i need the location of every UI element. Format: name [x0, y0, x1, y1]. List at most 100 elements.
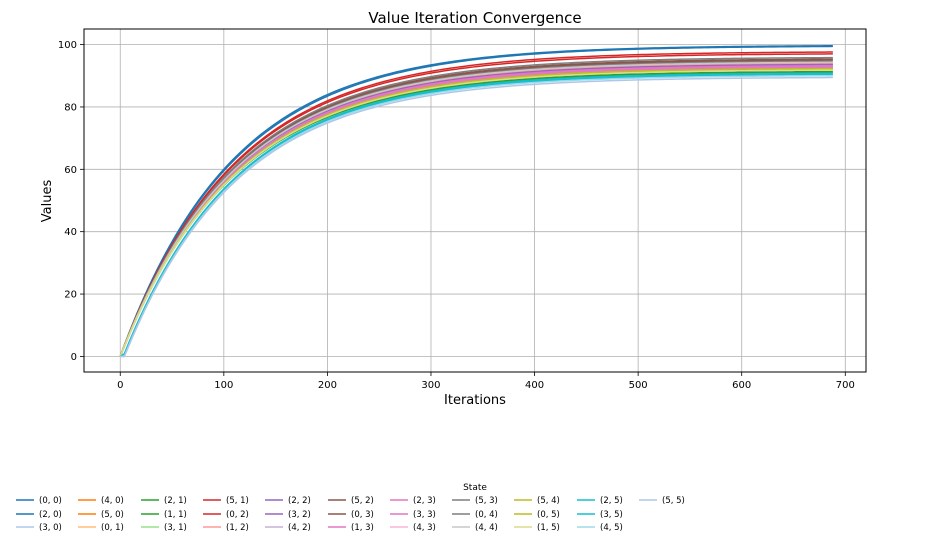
legend-entry: (4, 2)	[265, 523, 311, 533]
axis-ticks: 0 100 200 300 400 500 600 700 0 20 40 60 80 100	[58, 40, 855, 391]
legend-label: (1, 1)	[164, 510, 187, 520]
legend-entry: (3, 2)	[265, 510, 311, 520]
legend-entry: (0, 1)	[78, 523, 124, 533]
legend-label: (5, 0)	[101, 510, 124, 520]
legend-label: (3, 3)	[413, 510, 436, 520]
series-line-0-0	[120, 46, 833, 357]
legend-label: (1, 5)	[537, 523, 560, 533]
series-line-3-2	[120, 65, 833, 356]
x-tick-label: 600	[732, 380, 751, 391]
series-line-5-5	[120, 78, 833, 357]
legend-entry: (4, 4)	[452, 523, 498, 533]
legend-entry: (4, 0)	[78, 496, 124, 506]
series-lines	[120, 46, 833, 357]
legend-entry: (1, 3)	[328, 523, 374, 533]
legend-entry: (5, 5)	[639, 496, 685, 506]
series-line-2-3	[120, 67, 833, 356]
series-line-0-3	[120, 60, 833, 356]
legend-label: (3, 1)	[164, 523, 187, 533]
legend-label: (2, 1)	[164, 496, 187, 506]
legend-entry: (0, 2)	[203, 510, 249, 520]
series-line-4-0	[120, 65, 833, 356]
y-axis-label: Values	[40, 180, 55, 223]
series-line-5-0	[120, 68, 833, 357]
legend-entry: (2, 5)	[577, 496, 623, 506]
legend-label: (5, 3)	[475, 496, 498, 506]
legend-label: (5, 2)	[351, 496, 374, 506]
series-line-3-5	[120, 74, 833, 356]
series-line-0-4	[120, 61, 833, 356]
legend-entry: (3, 1)	[141, 523, 187, 533]
legend-entry: (0, 3)	[328, 510, 374, 520]
chart-title: Value Iteration Convergence	[368, 9, 581, 27]
legend-label: (2, 5)	[600, 496, 623, 506]
y-tick-label: 0	[71, 352, 77, 363]
legend-label: (0, 1)	[101, 523, 124, 533]
legend-entry: (3, 3)	[390, 510, 436, 520]
series-line-1-5	[120, 70, 833, 356]
legend-entry: (5, 2)	[328, 496, 374, 506]
x-axis-label: Iterations	[444, 393, 506, 408]
series-line-1-3	[120, 66, 833, 357]
legend-label: (3, 5)	[600, 510, 623, 520]
legend-entry: (2, 2)	[265, 496, 311, 506]
series-line-3-0	[120, 75, 833, 357]
series-line-2-5	[120, 73, 833, 356]
x-tick-label: 100	[214, 380, 233, 391]
series-line-5-1	[120, 52, 833, 356]
x-tick-label: 0	[117, 380, 123, 391]
series-line-2-2	[120, 64, 833, 356]
x-tick-label: 500	[629, 380, 648, 391]
legend-label: (4, 2)	[288, 523, 311, 533]
legend-entry: (2, 0)	[16, 510, 62, 520]
series-line-4-2	[120, 66, 833, 356]
legend-entry: (0, 4)	[452, 510, 498, 520]
legend-entry: (2, 1)	[141, 496, 187, 506]
legend-label: (2, 0)	[39, 510, 62, 520]
legend-label: (3, 0)	[39, 523, 62, 533]
legend: State (0, 0) (2, 0) (3, 0) (4, 0) (5, 0) (0, …	[16, 483, 685, 533]
y-tick-label: 40	[64, 227, 77, 238]
legend-entry: (0, 5)	[514, 510, 560, 520]
legend-label: (0, 2)	[226, 510, 249, 520]
legend-entry: (5, 0)	[78, 510, 124, 520]
legend-label: (5, 4)	[537, 496, 560, 506]
legend-label: (0, 5)	[537, 510, 560, 520]
series-line-0-5	[120, 69, 833, 356]
x-tick-label: 200	[318, 380, 337, 391]
legend-entry: (1, 1)	[141, 510, 187, 520]
series-line-3-3	[120, 68, 833, 356]
legend-label: (2, 2)	[288, 496, 311, 506]
legend-label: (4, 5)	[600, 523, 623, 533]
series-line-1-1	[120, 73, 833, 357]
legend-label: (0, 3)	[351, 510, 374, 520]
series-line-0-2	[120, 54, 833, 357]
y-tick-label: 80	[64, 102, 77, 113]
legend-label: (0, 4)	[475, 510, 498, 520]
series-line-0-1	[120, 64, 833, 357]
legend-label: (4, 4)	[475, 523, 498, 533]
legend-label: (0, 0)	[39, 496, 62, 506]
legend-label: (2, 3)	[413, 496, 436, 506]
series-line-5-2	[120, 59, 833, 356]
legend-entry: (4, 5)	[577, 523, 623, 533]
x-tick-label: 700	[836, 380, 855, 391]
series-line-4-3	[120, 69, 833, 356]
series-line-5-3	[120, 58, 833, 357]
legend-entry: (0, 0)	[16, 496, 62, 506]
series-line-5-4	[120, 69, 833, 357]
series-line-2-1	[120, 72, 833, 357]
legend-entry: (5, 1)	[203, 496, 249, 506]
legend-label: (1, 2)	[226, 523, 249, 533]
legend-label: (4, 0)	[101, 496, 124, 506]
legend-entry: (5, 4)	[514, 496, 560, 506]
legend-entry: (1, 5)	[514, 523, 560, 533]
y-tick-label: 100	[58, 40, 77, 51]
legend-entry: (2, 3)	[390, 496, 436, 506]
legend-entry: (3, 5)	[577, 510, 623, 520]
legend-title: State	[463, 483, 487, 493]
y-tick-label: 60	[64, 165, 77, 176]
x-tick-label: 300	[421, 380, 440, 391]
series-line-2-0	[120, 46, 833, 356]
